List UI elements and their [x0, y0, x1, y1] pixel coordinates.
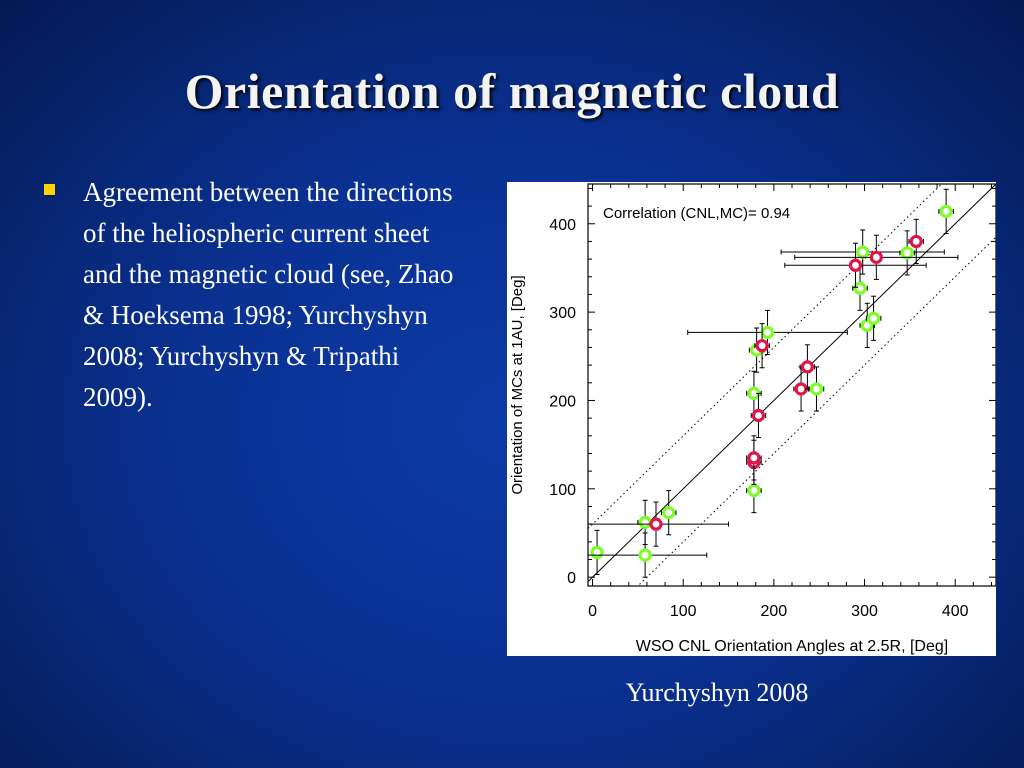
bullet-list: Agreement between the directions of the …	[44, 172, 474, 418]
y-tick-label: 200	[549, 393, 576, 410]
offset-line-2	[637, 236, 996, 586]
data-point-green	[760, 325, 775, 340]
data-point-green	[939, 204, 953, 218]
correlation-annotation: Correlation (CNL,MC)= 0.94	[603, 205, 790, 222]
figure-caption: Yurchyshyn 2008	[625, 678, 809, 707]
data-point-green	[809, 382, 824, 396]
data-point-green	[853, 281, 867, 295]
data-point-green	[662, 506, 676, 520]
offset-line-1	[588, 184, 943, 529]
x-tick-label: 300	[851, 603, 878, 620]
data-point-green	[867, 311, 881, 325]
y-axis-label: Orientation of MCs at 1AU, [Deg]	[509, 275, 526, 494]
x-tick-label: 100	[670, 603, 697, 620]
y-tick-label: 0	[567, 570, 576, 587]
data-point-red	[755, 339, 769, 353]
data-point-green	[638, 548, 652, 562]
x-axis-label: WSO CNL Orientation Angles at 2.5R, [Deg…	[636, 638, 948, 655]
data-point-green	[900, 246, 914, 260]
data-point-green	[747, 483, 761, 498]
x-tick-label: 0	[588, 603, 597, 620]
y-tick-label: 100	[549, 482, 576, 499]
data-point-red	[649, 517, 663, 531]
x-tick-label: 200	[761, 603, 788, 620]
bullet-item: Agreement between the directions of the …	[44, 172, 474, 418]
data-point-red	[869, 250, 883, 264]
scatter-chart: 0 100 200 300 400 0 100 200 300 400 Correlation (C…	[509, 183, 997, 655]
data-point-green	[856, 245, 870, 259]
slide-title: Orientation of magnetic cloud	[184, 63, 840, 119]
chart-panel: 0 100 200 300 400 0 100 200 300 400 Correlation (C…	[507, 182, 997, 656]
y-tick-label: 300	[549, 305, 576, 322]
y-tick-label: 400	[549, 217, 576, 234]
data-point-red	[909, 234, 923, 249]
x-tick-label: 400	[942, 603, 969, 620]
square-bullet-icon	[44, 184, 55, 195]
data-point-red	[747, 451, 761, 465]
bullet-text: Agreement between the directions of the …	[83, 177, 454, 412]
data-point-red	[848, 258, 863, 272]
data-point-green	[590, 545, 604, 560]
data-point-red	[794, 382, 808, 396]
data-point-green	[638, 515, 652, 529]
data-point-red	[800, 360, 815, 374]
data-point-red	[751, 408, 766, 423]
